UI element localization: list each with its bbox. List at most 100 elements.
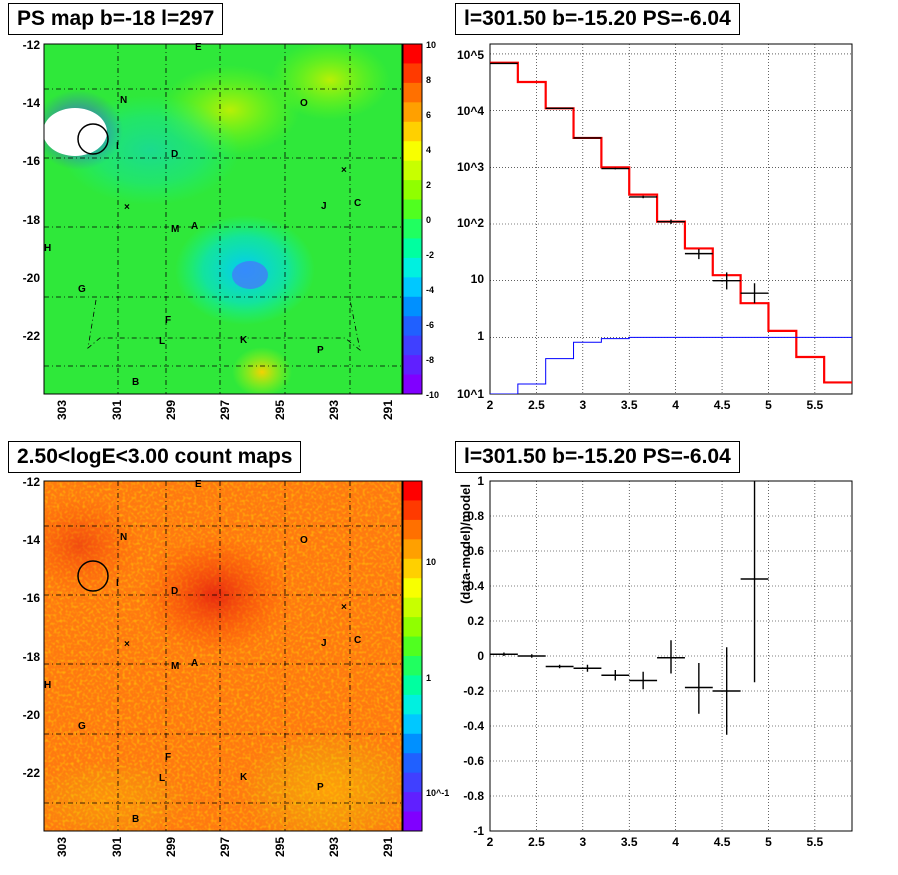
data-point [657,219,685,224]
region-label: L [159,773,165,784]
y-tick-label: -12 [23,475,41,489]
y-tick-label: -18 [23,650,41,664]
spectrum-y-ticks: 10^1 1 10 10^2 10^3 10^4 10^5 [457,48,484,401]
x-tick-label: 4.5 [714,835,731,849]
region-label: H [44,680,51,691]
x-tick-label: 2 [487,835,494,849]
colorbar-tick-label: 10 [426,40,436,50]
colorbar-frame [402,480,423,832]
colorbar-segment [403,316,422,337]
region-label: J [321,201,327,212]
colorbar-segment [403,694,422,715]
colorbar-segment [403,481,422,501]
colorbar-segment [403,753,422,774]
y-tick-label: -16 [23,154,41,168]
colorbar-segment [403,792,422,813]
colorbar-segment [403,180,422,201]
source-circle [77,560,109,592]
y-tick-label: 10^3 [457,160,484,174]
colorbar-segment [403,277,422,298]
data-point [573,137,602,139]
y-tick-label: -0.2 [463,684,484,698]
region-label: O [300,535,308,546]
region-label: E [195,479,202,490]
colorbar-tick-label: 2 [426,180,431,190]
y-tick-label: 10 [471,272,485,286]
data-point [601,167,630,170]
region-label: C [354,198,361,209]
region-label: B [132,814,139,825]
y-tick-label: 1 [477,329,484,343]
x-tick-label: 5 [765,398,772,412]
y-tick-label: 10^5 [457,48,484,62]
x-tick-label: 301 [110,400,124,420]
colorbar-segment [403,257,422,278]
residual-point [740,481,769,683]
colorbar-segment [403,500,422,521]
residual-point [684,663,713,714]
x-tick-label: 295 [273,400,287,420]
colorbar-segment [403,714,422,735]
ps-map-x-ticks: 303 301 299 297 295 293 291 [55,400,395,420]
region-label: G [78,721,86,732]
x-tick-label: 3 [579,835,586,849]
region-label: N [120,95,127,106]
x-tick-label: 299 [164,837,178,857]
ps-map-y-ticks: -12 -14 -16 -18 -20 -22 [23,38,41,343]
y-tick-label: 10^4 [457,104,484,118]
x-tick-label: 297 [218,837,232,857]
region-label: A [191,658,198,669]
colorbar-segment [403,733,422,754]
x-tick-label: 3 [579,398,586,412]
x-tick-label: 4.5 [714,398,731,412]
y-tick-label: 0.8 [467,509,484,523]
y-tick-label: -14 [23,533,41,547]
y-tick-label: 0.6 [467,544,484,558]
y-tick-label: 0.4 [467,579,484,593]
colorbar-frame [402,43,423,395]
colorbar-tick-label: 0 [426,215,431,225]
colorbar-segment [403,63,422,84]
data-point [740,283,769,304]
cross-marker: × [124,639,130,650]
residual-y-axis-title: (data-model)/model [458,484,473,604]
y-tick-label: -20 [23,708,41,722]
x-tick-label: 4 [672,835,679,849]
colorbar-segment [403,121,422,142]
region-label: I [116,578,119,589]
region-label: F [165,315,171,326]
spectrum-x-ticks: 2 2.5 3 3.5 4 4.5 5 5.5 [487,398,824,412]
x-tick-label: 291 [381,837,395,857]
colorbar-tick-label: 4 [426,145,431,155]
residual-point [712,647,741,735]
colorbar-tick-label: -10 [426,390,439,400]
colorbar-tick-label: 1 [426,673,431,683]
x-tick-label: 293 [327,400,341,420]
map-title-counts: 2.50<logE<3.00 count maps [8,441,302,473]
colorbar-segment [403,772,422,793]
y-tick-label: 10^2 [457,216,484,230]
region-label: I [116,141,119,152]
y-tick-label: -22 [23,329,41,343]
y-tick-label: 1 [477,474,484,488]
residual-points [490,481,769,735]
residual-panel: 2 2.5 3 3.5 4 4.5 5 5.5 1 0.8 0.6 0.4 0.2 0 -0.2 -0.4 -… [458,474,853,849]
ps-colorbar-ticks: 10 8 6 4 2 0 -2 -4 -6 -8 -10 [426,40,439,400]
colorbar-segment [403,374,422,395]
region-label: G [78,284,86,295]
y-tick-label: -20 [23,271,41,285]
colorbar-segment [403,82,422,103]
cross-marker: × [341,602,347,613]
colorbar-segment [403,617,422,638]
data-point [629,195,658,199]
x-tick-label: 5.5 [807,398,824,412]
count-map-x-ticks: 303 301 299 297 295 293 291 [55,837,395,857]
cross-marker: × [124,202,130,213]
data-point [712,272,741,290]
residual-point [545,664,574,669]
residual-point [629,671,658,690]
x-tick-label: 299 [164,400,178,420]
spectrum-title: l=301.50 b=-15.20 PS=-6.04 [455,3,740,35]
x-tick-label: 291 [381,400,395,420]
spectrum-panel: 2 2.5 3 3.5 4 4.5 5 5.5 10^1 1 10 10^2 10^3 10^… [457,43,853,412]
